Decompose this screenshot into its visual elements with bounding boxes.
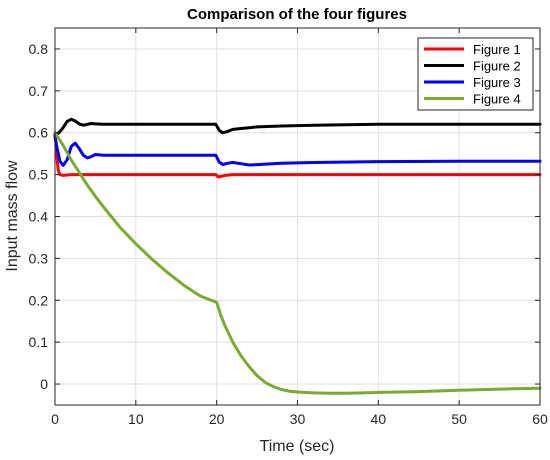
x-tick-label: 0: [51, 411, 59, 427]
series-line-figure-3: [53, 135, 542, 167]
x-tick-label: 10: [128, 411, 144, 427]
legend-label-figure-2: Figure 2: [473, 59, 521, 74]
series-lines: [53, 117, 542, 395]
x-axis-title: Time (sec): [260, 438, 335, 455]
y-tick-label: 0.6: [29, 125, 49, 141]
chart-title: Comparison of the four figures: [187, 6, 407, 23]
y-tick-label: 0.7: [29, 83, 49, 99]
x-tick-label: 50: [451, 411, 467, 427]
y-tick-label: 0.3: [29, 250, 49, 266]
y-tick-label: 0.2: [29, 292, 49, 308]
y-axis-title: Input mass flow: [4, 160, 21, 272]
y-tick-label: 0.4: [29, 209, 49, 225]
legend-label-figure-3: Figure 3: [473, 75, 521, 90]
y-tick-label: 0.8: [29, 41, 49, 57]
x-tick-label: 60: [532, 411, 548, 427]
series-line-figure-2: [53, 117, 542, 137]
legend-label-figure-1: Figure 1: [473, 42, 521, 57]
y-tick-label: 0.1: [29, 334, 49, 350]
x-tick-label: 20: [209, 411, 225, 427]
y-tick-label: 0: [40, 376, 48, 392]
series-line-figure-4: [53, 131, 542, 395]
x-tick-label: 30: [290, 411, 306, 427]
axis-ticks: 0 10 20 30 40 50 60 0 0.1 0.2 0.3 0.4 0.5 0.6 0.7 0.8: [29, 28, 548, 427]
legend-label-figure-4: Figure 4: [473, 92, 521, 107]
y-tick-label: 0.5: [29, 167, 49, 183]
x-tick-label: 40: [371, 411, 387, 427]
